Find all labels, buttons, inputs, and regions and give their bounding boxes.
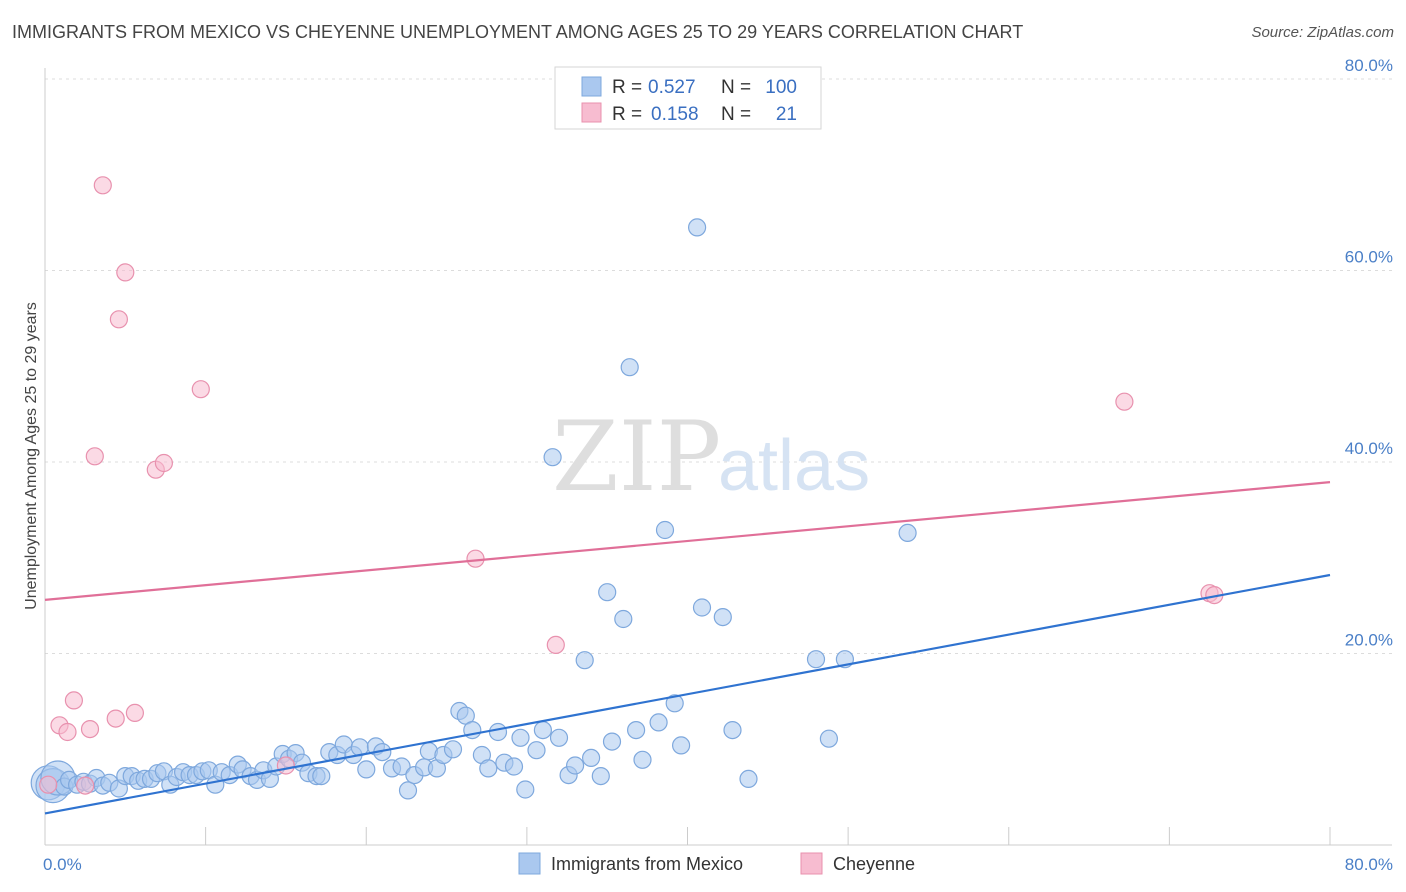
y-axis-label: Unemployment Among Ages 25 to 29 years: [23, 302, 40, 610]
data-point-cheyenne: [80, 719, 100, 739]
axes: [44, 68, 1392, 846]
watermark: ZIP atlas: [552, 401, 870, 513]
legend-bottom: Immigrants from Mexico Cheyenne: [518, 852, 915, 875]
data-point-mexico: [312, 766, 331, 786]
data-point-mexico: [398, 781, 418, 800]
data-point-mexico: [739, 769, 758, 789]
bottom-legend-swatch-cheyenne: [800, 852, 823, 875]
data-point-mexico: [692, 598, 712, 617]
data-point-cheyenne: [106, 709, 125, 728]
data-point-mexico: [687, 218, 707, 237]
bottom-legend-label-mexico: Immigrants from Mexico: [551, 854, 743, 874]
data-point-mexico: [533, 720, 553, 740]
data-point-cheyenne: [116, 263, 135, 282]
legend-r-label-cheyenne: R =: [612, 104, 642, 125]
points-layer: [30, 176, 1224, 804]
data-point-mexico: [591, 766, 610, 786]
data-point-cheyenne: [39, 775, 58, 794]
data-point-cheyenne: [154, 453, 173, 473]
data-point-cheyenne: [109, 310, 129, 329]
data-point-cheyenne: [276, 756, 295, 775]
y-tick-label: 60.0%: [1345, 248, 1393, 267]
data-point-mexico: [516, 780, 535, 799]
data-point-mexico: [649, 713, 668, 732]
data-point-mexico: [626, 720, 646, 740]
legend-swatch-mexico: [581, 76, 602, 97]
data-point-mexico: [819, 729, 839, 748]
data-point-mexico: [806, 650, 826, 669]
source-label: Source: ZipAtlas.com: [1251, 24, 1394, 41]
data-point-mexico: [488, 722, 508, 742]
watermark-atlas: atlas: [718, 426, 870, 506]
data-point-mexico: [581, 748, 601, 768]
data-point-cheyenne: [466, 549, 485, 568]
data-point-cheyenne: [85, 447, 104, 466]
data-point-mexico: [443, 740, 463, 759]
y-tick-label: 40.0%: [1345, 439, 1393, 458]
data-point-mexico: [543, 448, 562, 467]
data-point-cheyenne: [64, 691, 84, 710]
x-tick-label: 0.0%: [43, 855, 82, 874]
gridlines: [45, 78, 1392, 654]
data-point-mexico: [565, 756, 585, 775]
data-point-cheyenne: [93, 176, 112, 195]
legend-r-value-cheyenne: 0.158: [651, 104, 699, 125]
data-point-mexico: [602, 732, 622, 751]
data-point-mexico: [598, 583, 617, 602]
data-point-mexico: [504, 757, 524, 776]
legend-r-label-mexico: R =: [612, 77, 642, 98]
ticks: 20.0% 40.0% 60.0% 80.0% 0.0% 80.0%: [43, 56, 1393, 874]
data-point-mexico: [665, 694, 684, 713]
data-point-mexico: [511, 728, 530, 747]
y-tick-label: 80.0%: [1345, 56, 1393, 75]
legend-n-value-mexico: 100: [765, 77, 797, 98]
data-point-mexico: [614, 609, 633, 629]
data-point-mexico: [479, 759, 498, 778]
data-point-cheyenne: [125, 703, 144, 723]
data-point-mexico: [633, 750, 652, 769]
data-point-mexico: [549, 728, 569, 747]
trend-line-cheyenne: [44, 481, 1331, 601]
y-tick-label: 20.0%: [1345, 631, 1393, 650]
watermark-zip: ZIP: [552, 401, 721, 513]
legend-r-value-mexico: 0.527: [648, 77, 696, 98]
trend-line-mexico: [44, 573, 1331, 815]
data-point-mexico: [655, 520, 675, 540]
data-point-mexico: [392, 757, 411, 776]
legend-swatch-cheyenne: [581, 102, 602, 123]
legend-n-label-mexico: N =: [721, 77, 751, 98]
data-point-mexico: [575, 651, 594, 670]
bottom-legend-swatch-mexico: [518, 852, 541, 875]
legend-top: R = 0.527 N = 100 R = 0.158 N = 21: [554, 66, 822, 130]
data-point-mexico: [898, 523, 917, 543]
bottom-legend-label-cheyenne: Cheyenne: [833, 854, 915, 874]
data-point-cheyenne: [191, 380, 210, 399]
legend-n-value-cheyenne: 21: [776, 104, 797, 125]
data-point-mexico: [671, 736, 691, 755]
data-point-cheyenne: [76, 776, 95, 795]
trend-layer: [44, 481, 1331, 815]
x-tick-label: 80.0%: [1345, 855, 1393, 874]
data-point-mexico: [723, 720, 742, 740]
data-point-mexico: [357, 760, 376, 779]
data-point-cheyenne: [546, 635, 565, 655]
data-point-cheyenne: [58, 722, 77, 742]
data-point-mexico: [620, 358, 639, 377]
data-point-mexico: [527, 741, 546, 760]
data-point-cheyenne: [1115, 392, 1134, 411]
chart-title: IMMIGRANTS FROM MEXICO VS CHEYENNE UNEMP…: [12, 22, 1024, 42]
data-point-mexico: [713, 607, 732, 627]
legend-n-label-cheyenne: N =: [721, 104, 751, 125]
